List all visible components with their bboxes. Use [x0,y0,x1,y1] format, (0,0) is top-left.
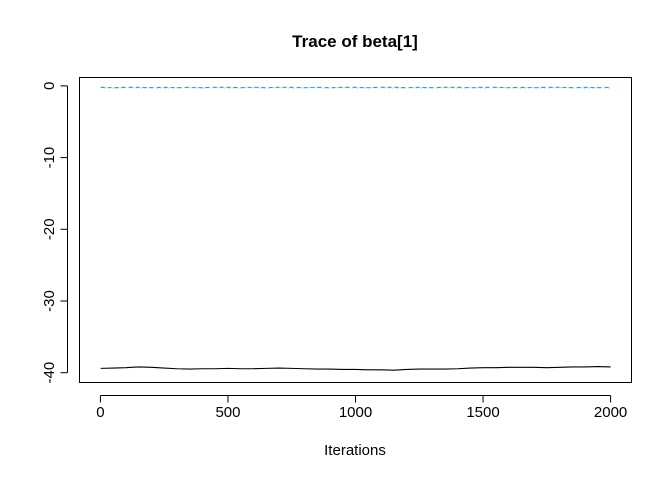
x-tick-label: 1000 [339,404,372,421]
y-tick-label: -30 [41,290,58,312]
y-axis: 0 -10 -20 -30 -40 [41,82,68,384]
y-tick-label: -10 [41,147,58,169]
plot-frame [79,77,632,383]
series-1-trace [100,366,611,371]
x-tick-label: 2000 [594,404,627,421]
chart-title: Trace of beta[1] [292,32,418,51]
y-tick-label: -20 [41,218,58,240]
x-axis-label: Iterations [324,442,386,459]
y-tick-label: -40 [41,362,58,384]
x-tick-label: 1500 [466,404,499,421]
x-tick-label: 500 [215,404,240,421]
y-tick-label: 0 [41,82,58,90]
x-axis: 0 500 1000 1500 2000 [96,395,627,421]
x-tick-label: 0 [96,404,104,421]
series-layer [100,86,611,371]
